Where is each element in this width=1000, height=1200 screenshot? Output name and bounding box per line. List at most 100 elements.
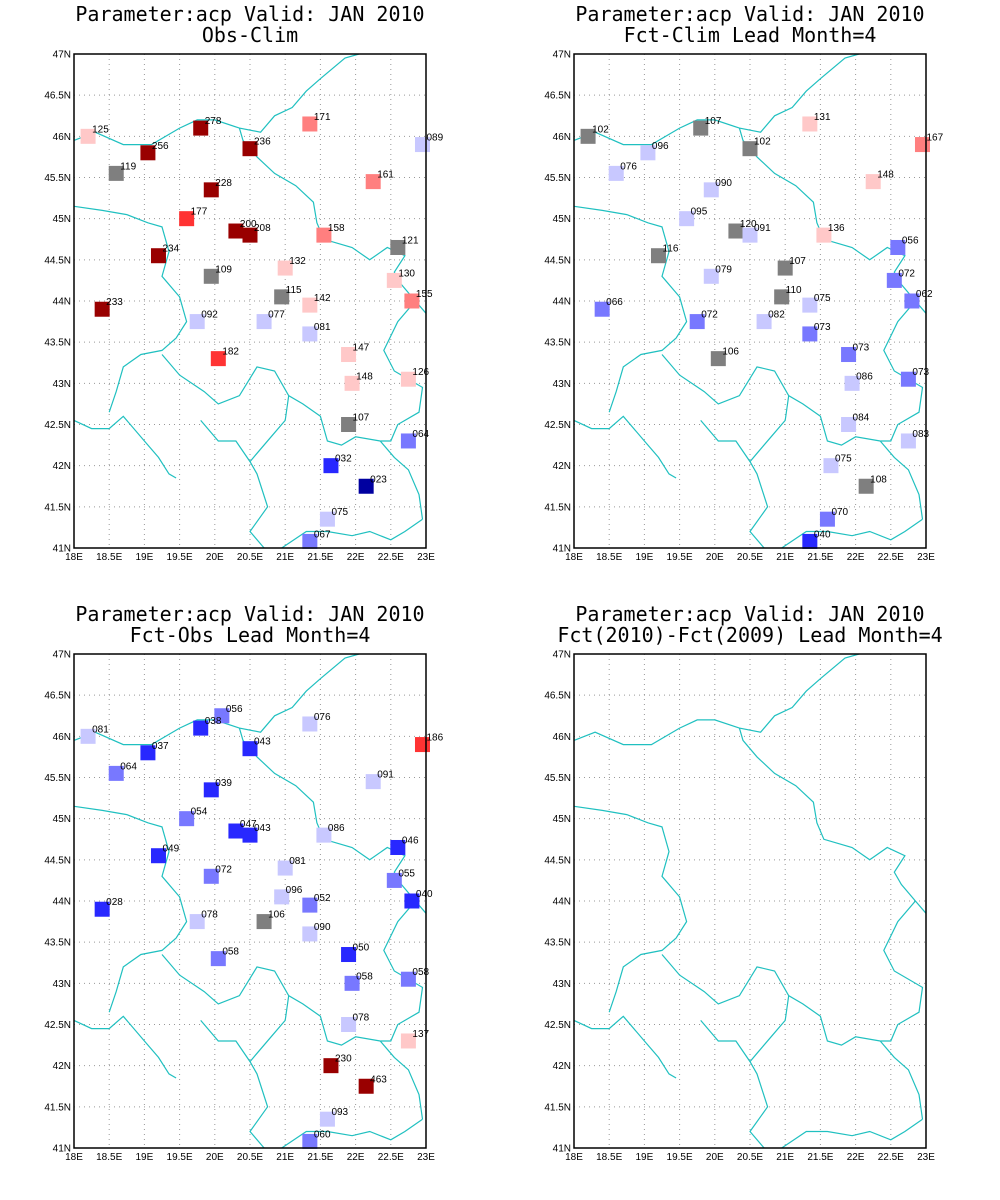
border-line — [249, 395, 290, 462]
station-value-label: 233 — [106, 297, 123, 308]
station-value-label: 102 — [592, 124, 609, 135]
station-value-label: 028 — [106, 897, 123, 908]
lon-tick-label: 22E — [847, 1152, 865, 1163]
station-value-label: 278 — [205, 116, 222, 127]
map-area: 18E 18.5E 19E 19.5E 20E 20.5E 21E 21.5E 22E 22.5E… — [44, 50, 443, 564]
station-marker — [323, 1058, 339, 1074]
station-value-label: 228 — [215, 178, 232, 189]
lat-tick-label: 44.5N — [44, 255, 71, 266]
station-value-label: 070 — [831, 507, 848, 518]
station-value-label: 256 — [152, 141, 169, 152]
station-value-label: 052 — [314, 893, 331, 904]
lat-tick-label: 46N — [553, 732, 571, 743]
station-marker — [703, 268, 719, 284]
lat-tick-label: 44N — [53, 297, 71, 308]
station-marker — [80, 728, 96, 744]
station-value-label: 155 — [416, 289, 433, 300]
station-marker — [742, 141, 758, 157]
lat-tick-label: 43N — [553, 979, 571, 990]
station-value-label: 072 — [701, 310, 718, 321]
border-line — [73, 205, 188, 413]
lon-tick-label: 18E — [565, 1152, 583, 1163]
lon-tick-label: 22.5E — [878, 552, 904, 563]
station-value-label: 039 — [215, 778, 232, 789]
station-marker — [365, 174, 381, 190]
lat-tick-label: 47N — [53, 50, 71, 61]
lat-tick-label: 43.5N — [44, 938, 71, 949]
lon-tick-label: 18.5E — [96, 1152, 122, 1163]
station-marker — [742, 227, 758, 243]
station-marker — [341, 947, 357, 963]
station-value-label: 171 — [314, 112, 331, 123]
station-value-label: 102 — [754, 137, 771, 148]
lon-tick-label: 21.5E — [307, 1152, 333, 1163]
border-line — [161, 354, 381, 446]
station-value-label: 023 — [370, 474, 387, 485]
station-value-label: 079 — [715, 264, 732, 275]
station-value-label: 096 — [286, 885, 303, 896]
station-value-label: 125 — [92, 124, 109, 135]
station-marker — [80, 128, 96, 144]
station-marker — [242, 827, 258, 843]
station-marker — [94, 301, 110, 317]
lat-tick-label: 45.5N — [44, 173, 71, 184]
station-marker — [858, 478, 874, 494]
station-value-label: 054 — [191, 807, 208, 818]
lat-tick-label: 46N — [53, 732, 71, 743]
station-value-label: 050 — [353, 943, 370, 954]
station-value-label: 208 — [254, 223, 271, 234]
border-line — [661, 354, 881, 446]
lat-tick-label: 43N — [53, 979, 71, 990]
station-marker — [203, 182, 219, 198]
panel-fct-diff: Parameter:acp Valid: JAN 2010 Fct(2010)-… — [544, 602, 942, 1163]
station-value-label: 075 — [331, 507, 348, 518]
station-marker — [344, 375, 360, 391]
lat-tick-label: 43N — [553, 379, 571, 390]
station-marker — [802, 326, 818, 342]
lon-tick-label: 18E — [65, 552, 83, 563]
border-line — [573, 415, 677, 479]
station-marker — [316, 827, 332, 843]
station-marker — [802, 533, 818, 549]
lat-tick-label: 44.5N — [544, 255, 571, 266]
station-value-label: 147 — [353, 343, 370, 354]
station-value-label: 073 — [853, 343, 870, 354]
lat-tick-label: 44.5N — [544, 855, 571, 866]
station-value-label: 066 — [606, 297, 623, 308]
border-line — [573, 205, 688, 413]
panel-title-line1: Parameter:acp Valid: JAN 2010 — [575, 2, 924, 26]
lon-tick-label: 21E — [776, 552, 794, 563]
lon-tick-label: 22E — [347, 552, 365, 563]
lat-tick-label: 41N — [553, 544, 571, 555]
station-marker — [277, 260, 293, 276]
border-line — [879, 1040, 924, 1120]
station-value-label: 177 — [191, 207, 208, 218]
station-value-label: 126 — [412, 367, 429, 378]
station-marker — [358, 478, 374, 494]
station-marker — [203, 782, 219, 798]
station-marker — [904, 293, 920, 309]
station-marker — [179, 811, 195, 827]
station-marker — [302, 297, 318, 313]
panel-obs-clim: Parameter:acp Valid: JAN 2010 Obs-Clim 1… — [44, 2, 443, 563]
lat-tick-label: 41N — [553, 1144, 571, 1155]
border-line — [749, 995, 790, 1062]
station-value-label: 060 — [314, 1129, 331, 1140]
lat-tick-label: 46.5N — [544, 691, 571, 702]
lon-tick-label: 19.5E — [167, 552, 193, 563]
lon-tick-label: 20E — [706, 552, 724, 563]
border-line — [573, 805, 688, 1013]
station-value-label: 058 — [222, 947, 239, 958]
station-marker — [341, 347, 357, 363]
station-marker — [302, 116, 318, 132]
station-marker — [94, 901, 110, 917]
map-frame — [73, 653, 427, 1149]
lat-tick-label: 43.5N — [44, 338, 71, 349]
station-value-label: 093 — [331, 1107, 348, 1118]
lon-tick-label: 19E — [136, 552, 154, 563]
station-value-label: 130 — [398, 268, 415, 279]
station-value-label: 043 — [254, 737, 271, 748]
lat-tick-label: 42N — [53, 1061, 71, 1072]
station-value-label: 056 — [226, 704, 243, 715]
